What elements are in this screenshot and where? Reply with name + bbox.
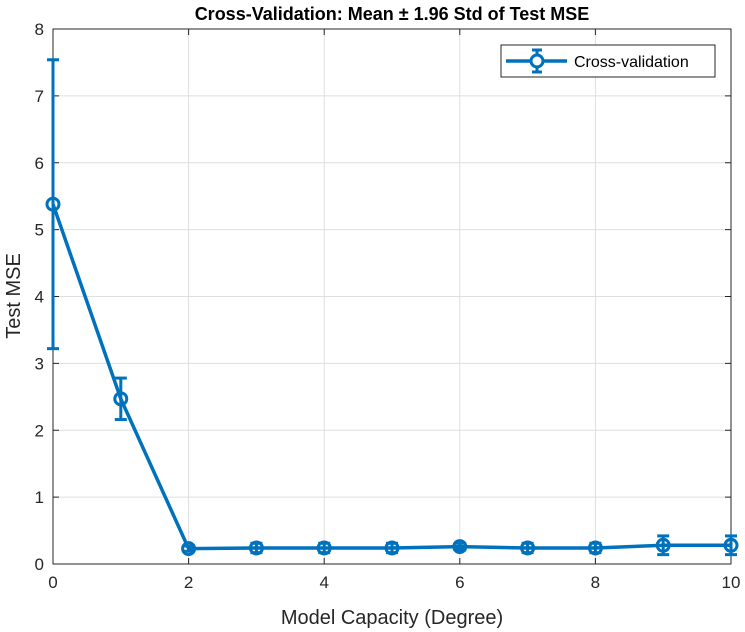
- y-tick-label: 5: [35, 221, 44, 240]
- x-tick-label: 2: [184, 573, 193, 592]
- y-tick-label: 7: [35, 87, 44, 106]
- x-tick-label: 6: [455, 573, 464, 592]
- chart-title: Cross-Validation: Mean ± 1.96 Std of Tes…: [195, 4, 590, 24]
- x-tick-label: 0: [48, 573, 57, 592]
- y-tick-label: 6: [35, 154, 44, 173]
- x-axis-label: Model Capacity (Degree): [281, 607, 503, 629]
- data-point: [723, 537, 739, 553]
- y-tick-label: 1: [35, 488, 44, 507]
- legend: Cross-validation: [500, 44, 716, 78]
- x-tick-label: 4: [319, 573, 328, 592]
- data-point: [113, 391, 129, 407]
- data-point: [520, 540, 536, 556]
- data-point: [248, 540, 264, 556]
- y-tick-label: 8: [35, 20, 44, 39]
- legend-marker: [529, 53, 545, 69]
- y-tick-label: 2: [35, 421, 44, 440]
- data-point: [316, 540, 332, 556]
- data-point: [655, 537, 671, 553]
- y-axis-label: Test MSE: [3, 253, 25, 339]
- data-point: [45, 196, 61, 212]
- data-point: [181, 541, 197, 557]
- ticks: 0 2 4 6 8 10 0 1 2 3 4 5 6 7 8: [35, 20, 741, 592]
- y-tick-label: 3: [35, 354, 44, 373]
- y-tick-label: 0: [35, 555, 44, 574]
- data-point: [587, 540, 603, 556]
- y-tick-label: 4: [35, 288, 44, 307]
- x-tick-label: 10: [722, 573, 741, 592]
- legend-entry: Cross-validation: [574, 54, 689, 71]
- series-layer: [45, 58, 739, 557]
- data-point: [452, 539, 468, 555]
- x-tick-label: 8: [591, 573, 600, 592]
- data-point: [384, 540, 400, 556]
